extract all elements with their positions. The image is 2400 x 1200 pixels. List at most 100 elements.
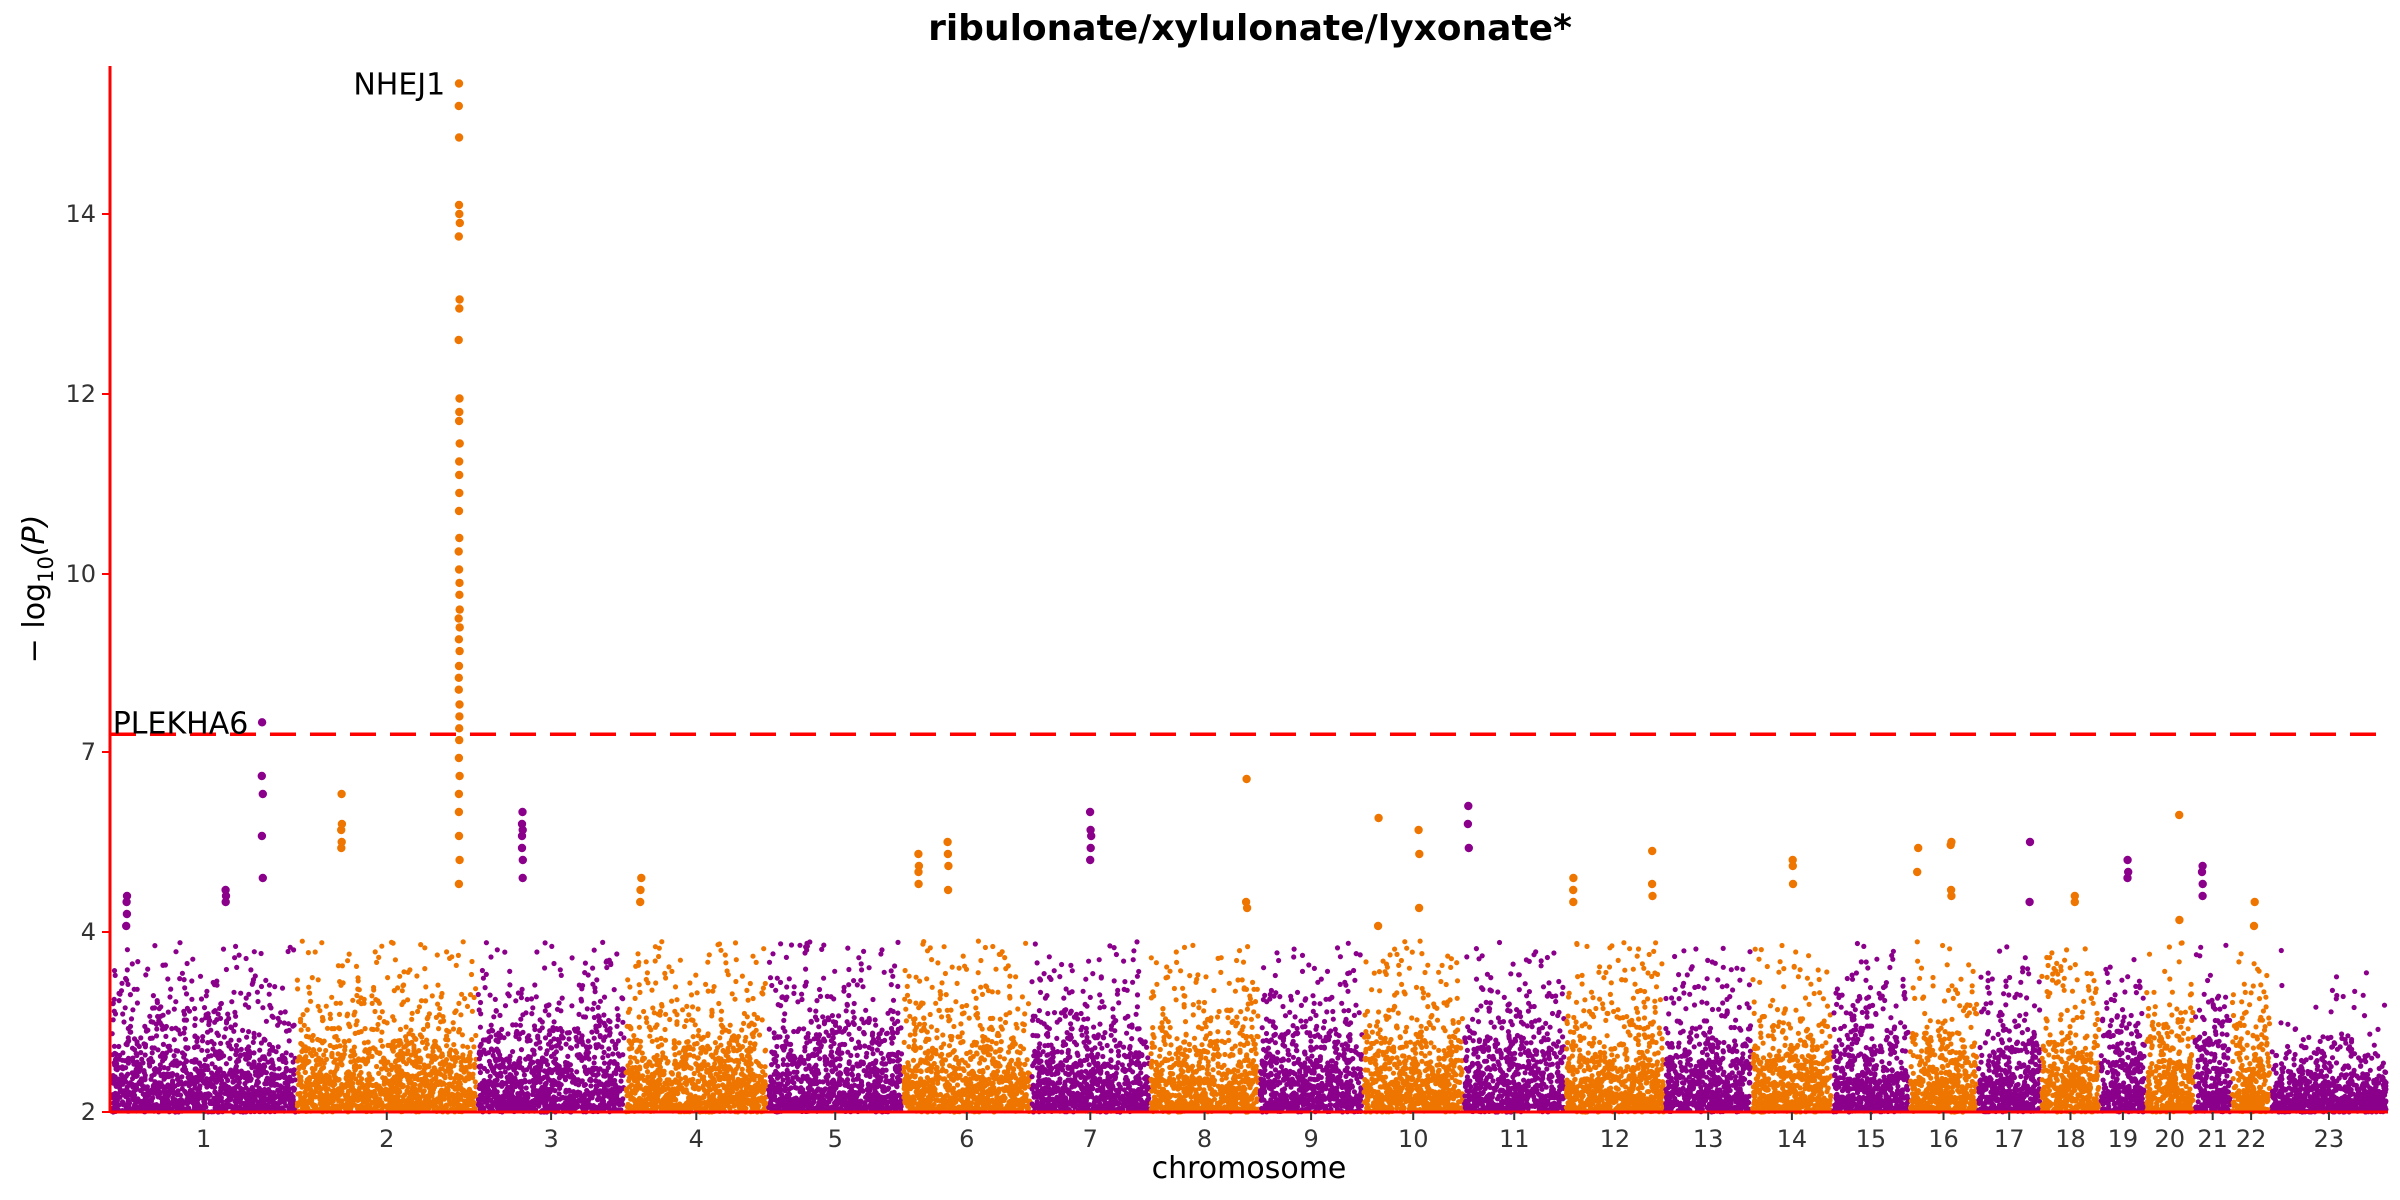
snp-point — [713, 1066, 719, 1072]
snp-point — [750, 995, 756, 1002]
snp-point — [309, 975, 315, 981]
snp-point — [320, 1018, 326, 1024]
snp-point — [329, 1026, 335, 1032]
snp-point — [266, 1076, 272, 1082]
snp-point — [676, 1050, 682, 1056]
snp-point — [762, 1072, 768, 1078]
snp-point — [579, 1057, 585, 1063]
snp-point — [123, 1094, 129, 1100]
snp-point — [453, 1050, 460, 1056]
snp-point — [305, 1026, 311, 1032]
snp-point — [243, 995, 249, 1001]
snp-point — [226, 1015, 232, 1022]
snp-point — [624, 1070, 630, 1076]
snp-point — [723, 960, 729, 966]
snp-point — [262, 1081, 268, 1087]
snp-point — [687, 1052, 693, 1058]
snp-point — [705, 1062, 711, 1068]
snp-point — [266, 991, 272, 997]
snp-point — [131, 1103, 138, 1109]
snp-point — [450, 1020, 456, 1026]
snp-point — [214, 1049, 220, 1055]
snp-point — [526, 1033, 532, 1039]
snp-point — [190, 956, 196, 962]
snp-point — [435, 1001, 441, 1007]
snp-point — [395, 1057, 401, 1063]
snp-point — [539, 1092, 545, 1098]
snp-point — [153, 1033, 160, 1039]
snp-point — [111, 968, 118, 974]
snp-point — [173, 1058, 179, 1064]
snp-point — [644, 1019, 650, 1025]
snp-point — [739, 973, 746, 979]
snp-point — [223, 1084, 229, 1090]
snp-point — [217, 1005, 223, 1012]
snp-point — [306, 1046, 312, 1052]
snp-point — [513, 1070, 520, 1076]
snp-point — [714, 1089, 720, 1095]
snp-point — [447, 1082, 453, 1088]
snp-point — [637, 1064, 643, 1070]
snp-point — [291, 1087, 297, 1093]
snp-point — [509, 1049, 516, 1055]
snp-point — [416, 1055, 422, 1061]
snp-point — [223, 1026, 229, 1032]
snp-point — [705, 988, 711, 994]
snp-point — [505, 1031, 511, 1037]
snp-point — [199, 1017, 205, 1023]
snp-point — [718, 1093, 724, 1099]
snp-point — [477, 999, 484, 1006]
snp-point — [565, 1099, 571, 1105]
snp-point — [706, 952, 712, 958]
snp-point — [319, 940, 325, 946]
snp-point — [539, 1055, 546, 1061]
snp-point — [300, 1012, 306, 1018]
snp-point — [233, 943, 239, 950]
snp-point — [507, 968, 513, 975]
snp-point — [351, 1012, 357, 1018]
snp-point — [723, 1027, 729, 1033]
snp-point — [139, 1056, 145, 1062]
snp-point — [386, 1087, 393, 1093]
snp-point — [422, 1078, 428, 1084]
snp-point — [760, 991, 766, 997]
snp-point — [601, 1012, 607, 1018]
snp-point — [584, 1006, 590, 1012]
snp-point — [186, 1105, 192, 1111]
snp-point — [656, 953, 662, 960]
snp-point — [315, 1036, 321, 1043]
snp-point — [214, 1030, 220, 1036]
snp-point — [490, 1068, 496, 1074]
snp-point — [223, 1020, 230, 1026]
snp-point — [627, 984, 633, 990]
snp-point — [759, 1017, 765, 1023]
snp-point — [441, 1073, 447, 1079]
snp-point — [443, 1036, 449, 1042]
snp-point — [257, 1101, 264, 1107]
snp-point — [597, 1018, 604, 1024]
snp-point — [135, 959, 141, 965]
snp-point — [185, 1045, 191, 1051]
snp-point — [703, 981, 709, 988]
snp-point — [217, 1066, 223, 1072]
snp-point — [677, 957, 684, 963]
snp-point — [567, 1045, 574, 1051]
snp-point — [531, 1080, 538, 1086]
snp-point — [574, 1069, 580, 1075]
snp-point — [712, 1040, 719, 1046]
snp-point — [440, 1018, 446, 1024]
snp-point — [372, 949, 378, 955]
snp-point — [294, 977, 300, 983]
snp-point — [669, 1081, 675, 1087]
snp-point — [543, 1003, 550, 1009]
snp-point — [644, 1069, 651, 1075]
snp-point — [408, 1027, 414, 1033]
snp-point — [223, 1061, 229, 1067]
snp-point — [136, 1043, 142, 1050]
snp-point — [117, 1086, 123, 1092]
snp-point — [285, 948, 291, 955]
snp-point — [727, 1065, 734, 1071]
snp-point — [231, 1028, 237, 1034]
snp-point — [447, 1062, 453, 1068]
snp-point — [212, 1064, 218, 1070]
